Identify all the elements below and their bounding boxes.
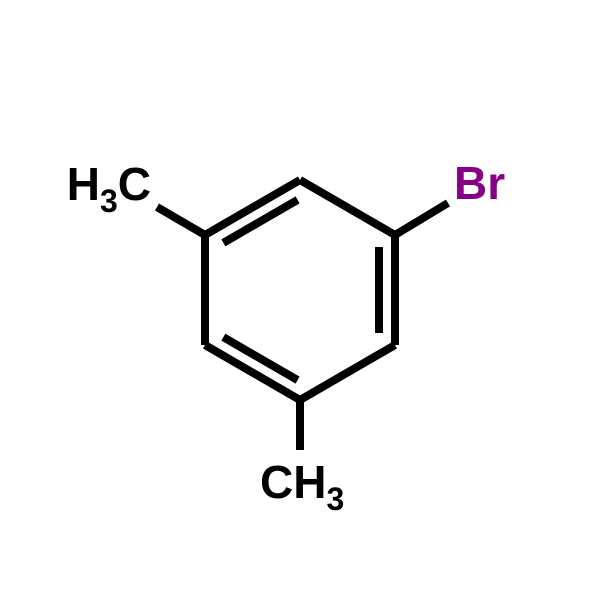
atom-label-ch3_bottom: CH3 — [260, 456, 344, 517]
atom-label-ch3_top_left: H3C — [67, 158, 151, 219]
molecule-diagram: Br H3C CH3 — [0, 0, 600, 600]
atom-label-br: Br — [454, 157, 505, 209]
